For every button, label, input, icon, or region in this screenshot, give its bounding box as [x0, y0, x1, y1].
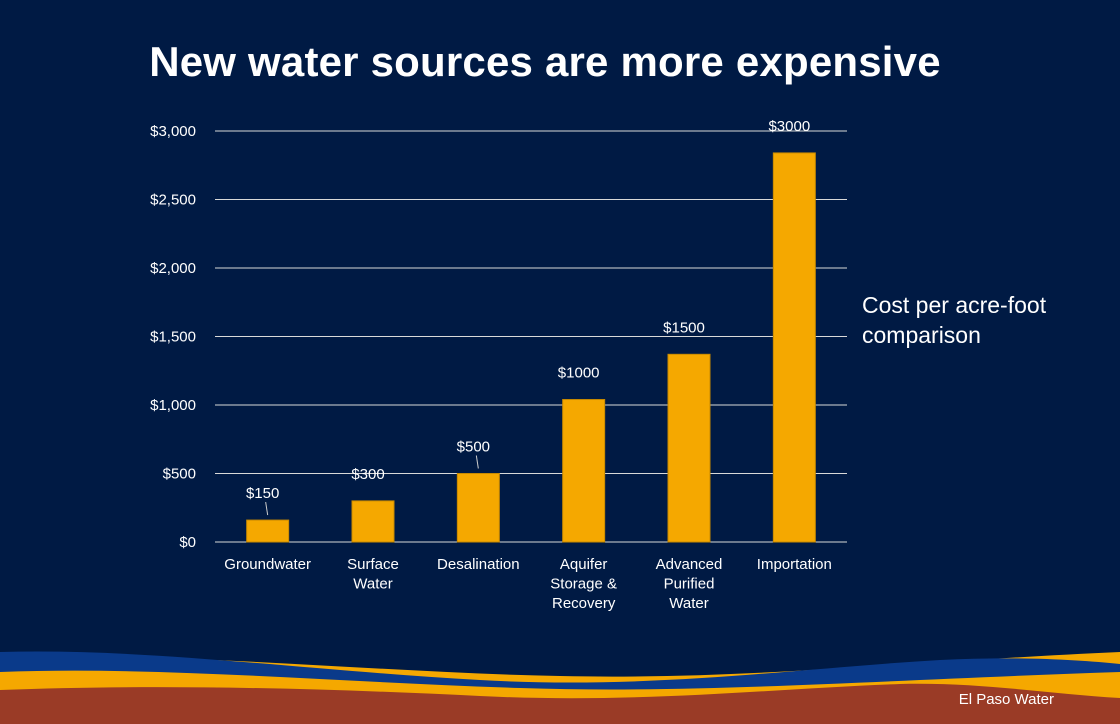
y-tick-label: $1,500 [150, 329, 196, 346]
category-label: Purified [664, 576, 715, 593]
y-tick-label: $1,000 [150, 397, 196, 414]
y-tick-label: $0 [179, 534, 196, 551]
category-label: Water [353, 576, 392, 593]
grid-lines [215, 130, 847, 543]
data-label: $1000 [558, 365, 600, 382]
category-labels: Groundwater Surface Water Desalination Aquif… [224, 556, 832, 612]
data-label: $1500 [663, 319, 705, 336]
bar [667, 353, 711, 543]
chart-side-note: Cost per acre-foot comparison [862, 292, 1047, 348]
footer-brand-label: El Paso Water [958, 691, 1054, 708]
category-label: Storage & [550, 576, 617, 593]
y-tick-label: $2,000 [150, 260, 196, 277]
category-label: Desalination [437, 556, 520, 573]
y-tick-label: $2,500 [150, 192, 196, 209]
bar [351, 500, 395, 543]
category-label: Aquifer [560, 556, 608, 573]
leader-line [475, 455, 479, 469]
slide-title: New water sources are more expensive [149, 38, 941, 85]
data-label: $300 [351, 466, 384, 483]
category-label: Advanced [656, 556, 723, 573]
y-tick-label: $500 [163, 466, 196, 483]
category-label: Surface [347, 556, 399, 573]
data-label: $500 [457, 439, 490, 456]
bar [562, 399, 606, 543]
data-label: $3000 [768, 118, 810, 135]
bar [246, 519, 290, 543]
category-label: Recovery [552, 595, 616, 612]
bar [456, 473, 500, 543]
data-labels: $150 $300 $500 $1000 $1500 $3000 [246, 118, 810, 516]
y-axis-tick-labels: $0 $500 $1,000 $1,500 $2,000 $2,500 $3,000 [150, 123, 196, 551]
bars [246, 152, 816, 543]
category-label: Water [669, 595, 708, 612]
bar [772, 152, 816, 543]
category-label: Groundwater [224, 556, 311, 573]
category-label: Importation [757, 556, 832, 573]
data-label: $150 [246, 485, 279, 502]
wave-red [0, 683, 1120, 724]
leader-line [265, 502, 269, 516]
y-tick-label: $3,000 [150, 123, 196, 140]
